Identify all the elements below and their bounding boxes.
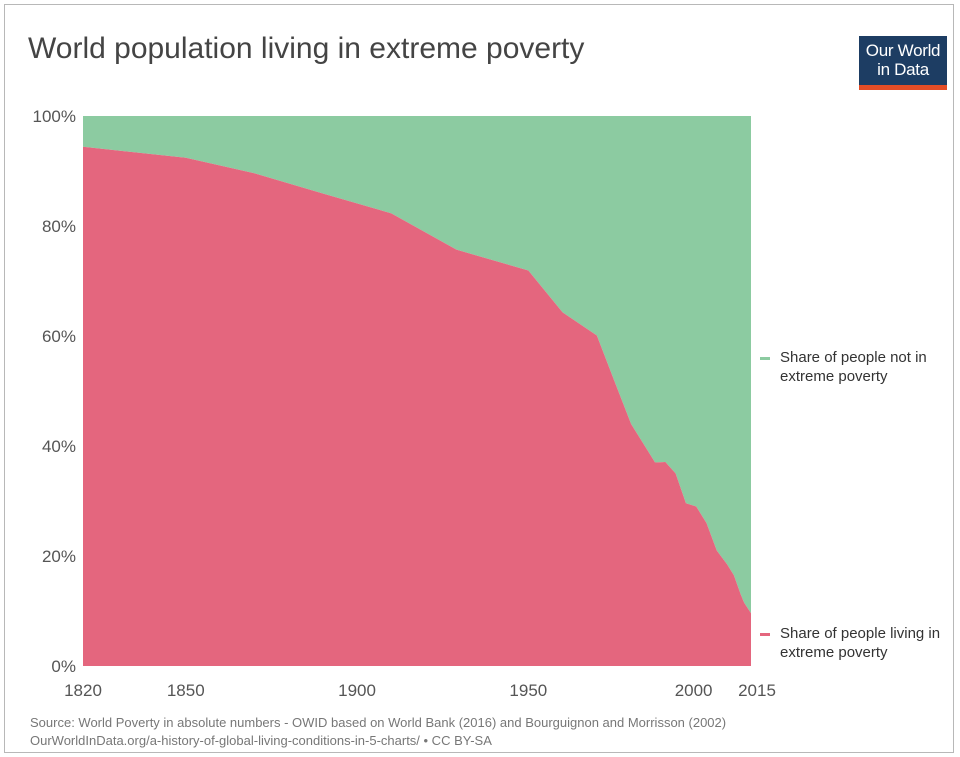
x-tick-label: 1900 xyxy=(338,681,376,700)
legend-item-not-poor: Share of people not in extreme poverty xyxy=(760,348,960,388)
chart-frame xyxy=(4,4,954,753)
source-note: Source: World Poverty in absolute number… xyxy=(30,714,726,750)
legend-item-poor: Share of people living in extreme povert… xyxy=(760,624,960,664)
area-poor[interactable] xyxy=(83,146,751,667)
logo-line-1: Our World xyxy=(865,41,941,60)
y-axis: 0% 20% 40% 60% 80% 100% xyxy=(33,107,76,676)
legend-swatch-not-poor xyxy=(760,357,770,360)
logo-line-2: in Data xyxy=(877,60,929,79)
area-not-poor[interactable] xyxy=(83,116,751,614)
y-tick-label: 60% xyxy=(42,327,76,346)
source-line-1: Source: World Poverty in absolute number… xyxy=(30,715,727,730)
y-tick-label: 100% xyxy=(33,107,76,126)
y-tick-label: 20% xyxy=(42,547,76,566)
legend-label-not-poor: Share of people not in extreme poverty xyxy=(780,349,927,385)
x-tick-label: 1850 xyxy=(167,681,205,700)
x-tick-label: 2015 xyxy=(738,681,776,700)
chart-title: World population living in extreme pover… xyxy=(28,32,585,65)
owid-logo[interactable]: Our World in Data xyxy=(859,36,947,90)
y-tick-label: 80% xyxy=(42,217,76,236)
logo-accent-bar xyxy=(859,85,947,90)
y-tick-label: 40% xyxy=(42,437,76,456)
chart-areas xyxy=(83,116,751,667)
x-axis: 1820 1850 1900 1950 2000 2015 xyxy=(64,681,776,700)
y-tick-label: 0% xyxy=(51,657,76,676)
source-line-2[interactable]: OurWorldInData.org/a-history-of-global-l… xyxy=(30,733,492,748)
x-tick-label: 2000 xyxy=(675,681,713,700)
x-tick-label: 1950 xyxy=(509,681,547,700)
legend-swatch-poor xyxy=(760,633,770,636)
x-tick-label: 1820 xyxy=(64,681,102,700)
legend-label-poor: Share of people living in extreme povert… xyxy=(780,625,941,661)
